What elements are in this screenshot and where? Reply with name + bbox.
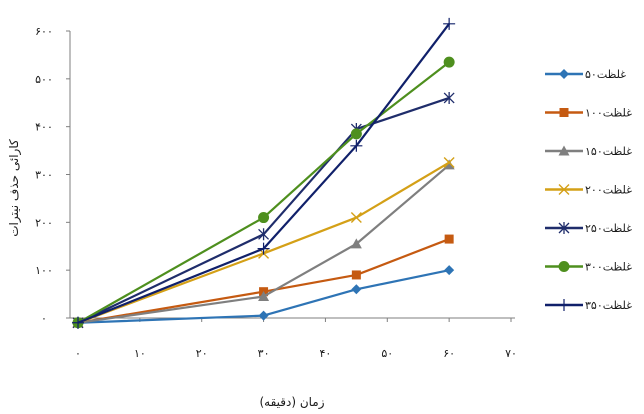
y-tick-label: ۴۰۰ — [35, 121, 53, 134]
y-tick-label: ۲۰۰ — [35, 216, 53, 229]
y-tick-label: ۵۰۰ — [35, 73, 53, 86]
legend-swatch-marker — [558, 145, 570, 156]
x-tick-label: ۷۰ — [505, 347, 517, 360]
data-point — [351, 284, 362, 295]
data-point — [443, 56, 455, 68]
series-line — [77, 23, 451, 324]
legend-label: غلظت۱۵۰ — [585, 145, 632, 158]
y-tick-label: ۱۰۰ — [35, 264, 53, 277]
data-point — [350, 139, 363, 152]
legend-item: غلظت۵۰ — [545, 68, 626, 81]
legend-label: غلظت۲۵۰ — [585, 222, 632, 235]
y-tick-label: ۶۰۰ — [35, 25, 53, 38]
x-tick-label: ۲۰ — [196, 347, 208, 360]
data-point — [443, 17, 456, 30]
legend-item: غلظت۱۵۰ — [545, 145, 632, 158]
x-tick-label: ۰ — [75, 347, 81, 360]
x-tick-label: ۳۰ — [258, 347, 270, 360]
legend-item: غلظت۲۵۰ — [545, 222, 632, 235]
legend-label: غلظت۲۰۰ — [585, 184, 632, 197]
y-tick-label: ۰ — [41, 312, 47, 325]
x-tick-label: ۱۰ — [134, 347, 146, 360]
x-tick-label: ۶۰ — [443, 347, 455, 360]
data-point — [257, 242, 270, 255]
data-point — [72, 316, 84, 329]
data-point — [351, 270, 361, 280]
data-point — [444, 265, 455, 276]
legend-swatch-marker — [558, 261, 570, 272]
legend-swatch-marker — [558, 299, 570, 311]
legend-item: غلظت۲۰۰ — [545, 184, 632, 197]
series-line — [77, 161, 450, 324]
legend-swatch-marker — [559, 69, 569, 79]
x-axis-title: زمان (دقیقه) — [259, 395, 324, 410]
x-axis: ۰ ۱۰ ۲۰ ۳۰ ۴۰ ۵۰ ۶۰ ۷۰ زمان (دقیقه) — [70, 317, 517, 410]
y-tick-label: ۳۰۰ — [35, 169, 53, 182]
data-point — [258, 212, 270, 224]
legend-item: غلظت۳۵۰ — [545, 299, 632, 312]
data-point — [443, 157, 455, 169]
data-point — [350, 212, 362, 224]
legend-label: غلظت۱۰۰ — [585, 107, 632, 120]
y-axis-title: کارائی حذف نیترات — [7, 139, 22, 237]
legend-label: غلظت۳۵۰ — [585, 299, 632, 312]
data-point — [443, 91, 455, 104]
legend-label: غلظت۵۰ — [585, 68, 626, 81]
data-point — [258, 290, 270, 301]
series-line — [77, 269, 450, 324]
data-point — [258, 228, 270, 241]
legend-swatch-marker — [559, 108, 569, 117]
x-tick-label: ۴۰ — [320, 347, 332, 360]
legend-swatch-marker — [558, 222, 570, 234]
series-line — [77, 61, 450, 324]
series-group — [72, 17, 456, 329]
data-point — [444, 234, 454, 244]
data-point — [350, 128, 362, 140]
legend: غلظت۵۰ غلظت۱۰۰ غلظت۱۵۰ غلظت۲۰۰ غلظت۲۵۰ غلظت۳۰… — [545, 68, 632, 312]
legend-item: غلظت۳۰۰ — [545, 261, 632, 274]
data-point — [350, 238, 362, 249]
legend-swatch-marker — [558, 184, 570, 195]
y-axis: ۰ ۱۰۰ ۲۰۰ ۳۰۰ ۴۰۰ ۵۰۰ ۶۰۰ کارائی حذف نیترات — [7, 25, 71, 325]
legend-label: غلظت۳۰۰ — [585, 261, 632, 274]
data-point — [258, 310, 269, 321]
series-line — [77, 238, 450, 324]
plot-area — [72, 17, 456, 329]
data-point — [443, 159, 455, 170]
series-line — [77, 96, 450, 324]
x-tick-label: ۵۰ — [381, 347, 393, 360]
series-group — [72, 56, 455, 329]
series-line — [77, 164, 450, 324]
legend-item: غلظت۱۰۰ — [545, 107, 632, 120]
